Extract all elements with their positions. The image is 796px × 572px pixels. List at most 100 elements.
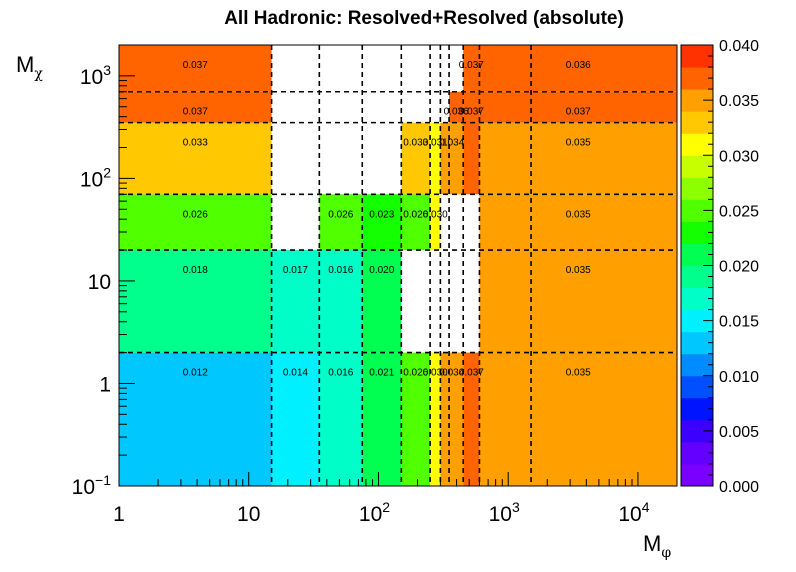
- tick-label-base: 1: [113, 503, 125, 526]
- heatmap-cell: [401, 122, 431, 195]
- cell-value-label: 0.034: [439, 138, 464, 149]
- cell-value-label: 0.036: [566, 60, 591, 71]
- heatmap-cell: [440, 352, 464, 486]
- y-axis-label-sub: χ: [34, 66, 43, 82]
- colorbar-swatch: [681, 309, 713, 333]
- bin-grid-lines: [119, 45, 677, 486]
- tick-label-base: 10: [80, 66, 103, 89]
- tick-label-exponent: 2: [382, 499, 390, 515]
- heatmap-cell: [479, 122, 677, 195]
- heatmap-cell: [362, 194, 402, 251]
- colorbar-tick-label: 0.035: [719, 93, 759, 110]
- cell-value-label: 0.023: [369, 209, 394, 220]
- cell-value-label: 0.026: [403, 368, 428, 379]
- heatmap-cell: [319, 352, 363, 486]
- heatmap-cell: [271, 352, 320, 486]
- heatmap-cell: [362, 352, 402, 486]
- cell-value-label: 0.026: [328, 209, 353, 220]
- heatmap-cell: [479, 194, 677, 251]
- heatmap-cell: [319, 250, 363, 353]
- colorbar-swatch: [681, 133, 713, 156]
- colorbar-swatch: [681, 89, 713, 112]
- heatmap-cell: [479, 250, 677, 353]
- heatmap-cell: [430, 194, 441, 251]
- x-axis-label-sub: φ: [661, 545, 671, 561]
- colorbar-swatch: [681, 331, 713, 355]
- colorbar-swatch: [681, 375, 713, 399]
- colorbar-swatch: [681, 353, 713, 377]
- colorbar-tick-label: 0.030: [719, 148, 759, 165]
- cell-value-label: 0.035: [566, 209, 591, 220]
- cell-value-label: 0.016: [328, 368, 353, 379]
- x-axis: 1 10 102 103 104: [113, 472, 678, 526]
- cell-value-label: 0.033: [403, 138, 428, 149]
- colorbar-swatch: [681, 111, 713, 134]
- cell-value-label: 0.030: [423, 209, 448, 220]
- y-tick-label: 10−1: [72, 472, 112, 499]
- colorbar-tick-label: 0.015: [719, 314, 759, 331]
- heatmap-cell: [479, 91, 677, 123]
- colorbar-tick-label: 0.005: [719, 424, 759, 441]
- heatmap-cell: [401, 194, 431, 251]
- heatmap-cell: [479, 352, 677, 486]
- colorbar-swatch: [681, 441, 713, 465]
- heatmap-cell: [463, 352, 480, 486]
- heatmap-cell: [271, 250, 320, 353]
- colorbar-swatch: [681, 199, 713, 222]
- cell-value-label: 0.030: [423, 368, 448, 379]
- colorbar-swatch: [681, 155, 713, 178]
- cell-value-label: 0.036: [444, 107, 469, 118]
- heatmap-cell: [401, 352, 431, 486]
- cell-value-label: 0.034: [439, 368, 464, 379]
- heatmap-cell: [362, 250, 402, 353]
- tick-label-exponent: 2: [103, 164, 111, 180]
- tick-label-base: 10: [618, 503, 641, 526]
- chart-title: All Hadronic: Resolved+Resolved (absolut…: [224, 8, 624, 29]
- heatmap-cells: [119, 45, 677, 486]
- cell-value-label: 0.018: [183, 265, 208, 276]
- heatmap-cell: [479, 45, 677, 92]
- heatmap-cell: [119, 122, 272, 195]
- cell-value-label: 0.037: [183, 107, 208, 118]
- cell-value-label: 0.037: [459, 60, 484, 71]
- colorbar-tick-label: 0.025: [719, 203, 759, 220]
- cell-value-label: 0.026: [183, 209, 208, 220]
- y-tick-label: 102: [80, 164, 111, 191]
- cell-value-label: 0.037: [459, 368, 484, 379]
- colorbar-swatch: [681, 397, 713, 421]
- cell-value-label: 0.031: [423, 138, 448, 149]
- tick-label-base: 10: [72, 476, 95, 499]
- colorbar-tick-label: 0.020: [719, 259, 759, 276]
- tick-label-base: 10: [80, 168, 103, 191]
- colorbar-swatch: [681, 177, 713, 200]
- heatmap-cell: [119, 250, 272, 353]
- tick-label-exponent: 3: [512, 499, 520, 515]
- cell-value-label: 0.037: [566, 107, 591, 118]
- x-tick-label: 103: [489, 499, 520, 526]
- heatmap-cell: [463, 45, 480, 92]
- cell-value-label: 0.037: [459, 107, 484, 118]
- cell-value-label: 0.016: [328, 265, 353, 276]
- tick-label-exponent: 3: [103, 62, 111, 78]
- colorbar-swatch: [681, 221, 713, 244]
- cell-value-label: 0.021: [369, 368, 394, 379]
- cell-value-label: 0.035: [566, 138, 591, 149]
- x-axis-label: Mφ: [643, 531, 671, 561]
- colorbar-swatch: [681, 287, 713, 311]
- tick-label-base: 10: [359, 503, 382, 526]
- colorbar-swatch: [681, 45, 713, 68]
- tick-label-exponent: 4: [642, 499, 650, 515]
- x-tick-label: 10: [237, 503, 260, 526]
- cell-value-label: 0.035: [566, 368, 591, 379]
- plot-frame: [118, 44, 678, 487]
- heatmap-cell: [119, 91, 272, 123]
- tick-label-base: 10: [489, 503, 512, 526]
- colorbar-swatch: [681, 463, 713, 487]
- heatmap-cell: [463, 91, 480, 195]
- cell-value-label: 0.014: [283, 368, 308, 379]
- tick-label-base: 1: [99, 373, 111, 396]
- colorbar-swatch: [681, 67, 713, 90]
- colorbar: [680, 44, 714, 487]
- heatmap-cell: [430, 122, 441, 195]
